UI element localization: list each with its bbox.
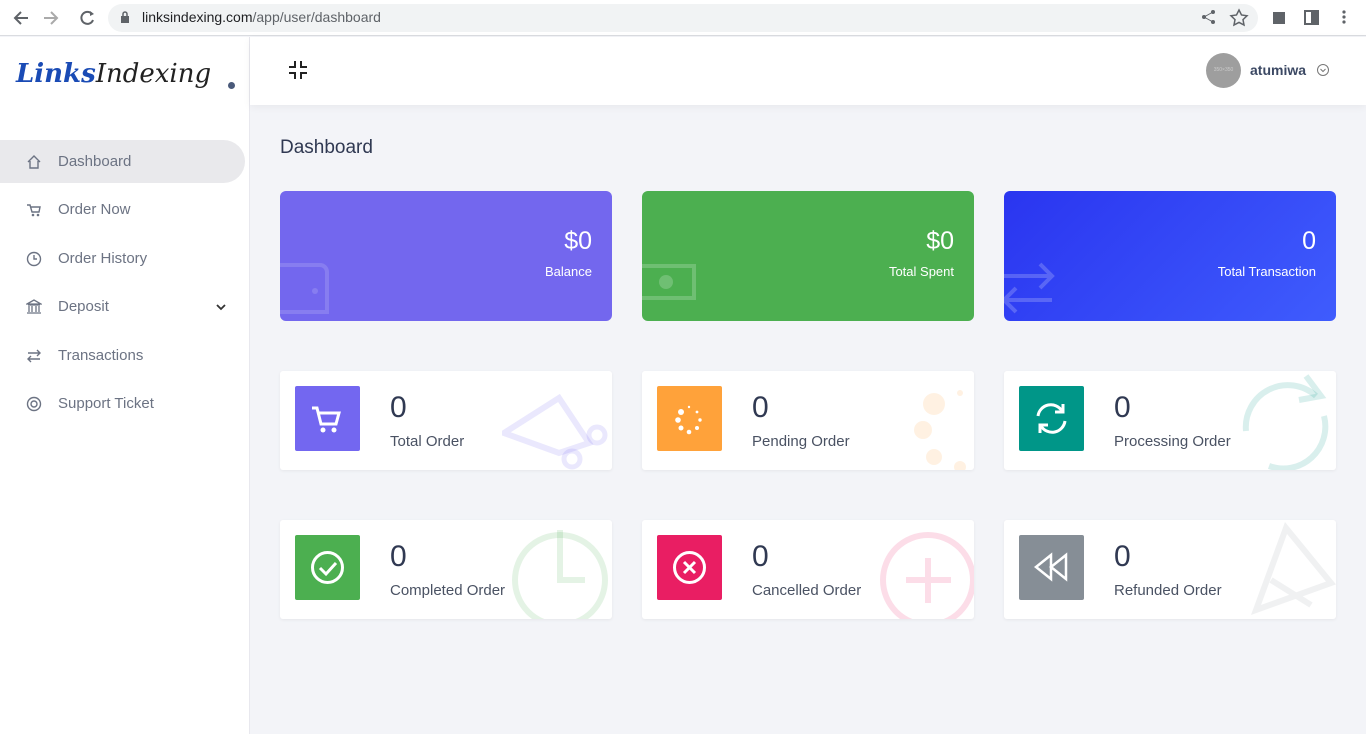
card-bg-icon: [1242, 374, 1329, 470]
stat-card: 0 Processing Order: [1004, 371, 1336, 470]
stat-value: 0: [1114, 540, 1131, 573]
nav-label: Transactions: [58, 347, 144, 364]
nav-label: Dashboard: [58, 153, 132, 170]
card-bg-icon: [880, 532, 974, 619]
card-value: $0: [926, 227, 954, 255]
sidebar: LinksIndexing Dashboard Order Now Order …: [0, 37, 250, 734]
user-menu-toggle[interactable]: [1316, 63, 1330, 77]
card-bg-icon: [280, 263, 329, 314]
stat-value: 0: [752, 540, 769, 573]
stat-icon: [295, 386, 360, 451]
stat-card: 0 Pending Order: [642, 371, 974, 470]
url-path: /app/user/dashboard: [252, 9, 381, 25]
nav-item[interactable]: Transactions: [0, 334, 245, 377]
card-bg-icon: [642, 264, 696, 300]
nav-item[interactable]: Deposit: [0, 285, 245, 328]
stat-value: 0: [752, 391, 769, 424]
stat-card: 0 Total Order: [280, 371, 612, 470]
toolbar-icons[interactable]: [1200, 8, 1360, 28]
collapse-button[interactable]: [288, 60, 308, 80]
card-value: 0: [1302, 227, 1316, 255]
card-bg-icon: [1004, 262, 1055, 314]
stat-card: 0 Completed Order: [280, 520, 612, 619]
nav-label: Order History: [58, 250, 148, 267]
stat-icon: [657, 535, 722, 600]
username[interactable]: atumiwa: [1250, 62, 1307, 78]
url-domain: linksindexing.com: [142, 9, 253, 25]
card-bg-icon: [1250, 522, 1336, 615]
stat-value: 0: [1114, 391, 1131, 424]
nav-item[interactable]: Order Now: [0, 188, 245, 231]
summary-card: $0 Total Spent: [642, 191, 974, 321]
stat-label: Cancelled Order: [752, 582, 862, 599]
stat-value: 0: [390, 391, 407, 424]
url[interactable]: linksindexing.com/app/user/dashboard: [142, 9, 381, 25]
stat-icon: [1019, 386, 1084, 451]
card-bg-icon: [502, 393, 608, 470]
nav-item[interactable]: Dashboard: [0, 140, 245, 183]
nav-label: Support Ticket: [58, 395, 154, 412]
stat-label: Pending Order: [752, 433, 850, 450]
logo-text: Links: [16, 59, 96, 89]
stat-card: 0 Refunded Order: [1004, 520, 1336, 619]
nav-label: Deposit: [58, 298, 109, 315]
stat-value: 0: [390, 540, 407, 573]
avatar[interactable]: 350×350: [1206, 53, 1241, 88]
logo[interactable]: LinksIndexing: [16, 59, 211, 89]
omnibox[interactable]: [108, 4, 1258, 32]
top-bar: 350×350 atumiwa: [250, 37, 1366, 105]
stat-label: Processing Order: [1114, 433, 1231, 450]
card-bg-icon: [512, 530, 608, 619]
nav-item[interactable]: Order History: [0, 237, 245, 280]
page-title: Dashboard: [280, 137, 373, 158]
stat-icon: [657, 386, 722, 451]
stat-icon: [1019, 535, 1084, 600]
status-dot: [228, 82, 235, 89]
stat-label: Refunded Order: [1114, 582, 1222, 599]
stat-label: Total Order: [390, 433, 465, 450]
card-bg-icon: [914, 390, 966, 470]
nav-buttons[interactable]: [12, 8, 102, 28]
card-label: Total Transaction: [1217, 264, 1316, 279]
stat-card: 0 Cancelled Order: [642, 520, 974, 619]
browser-toolbar: linksindexing.com/app/user/dashboard: [0, 0, 1366, 36]
card-value: $0: [564, 227, 592, 255]
nav-label: Order Now: [58, 201, 131, 218]
card-label: Balance: [545, 264, 592, 279]
stat-icon: [295, 535, 360, 600]
nav-item[interactable]: Support Ticket: [0, 382, 245, 425]
summary-card: $0 Balance: [280, 191, 612, 321]
lock-icon: [121, 11, 129, 23]
stat-label: Completed Order: [390, 582, 506, 599]
summary-card: 0 Total Transaction: [1004, 191, 1336, 321]
logo-text: Indexing: [95, 59, 212, 89]
card-label: Total Spent: [888, 264, 954, 279]
